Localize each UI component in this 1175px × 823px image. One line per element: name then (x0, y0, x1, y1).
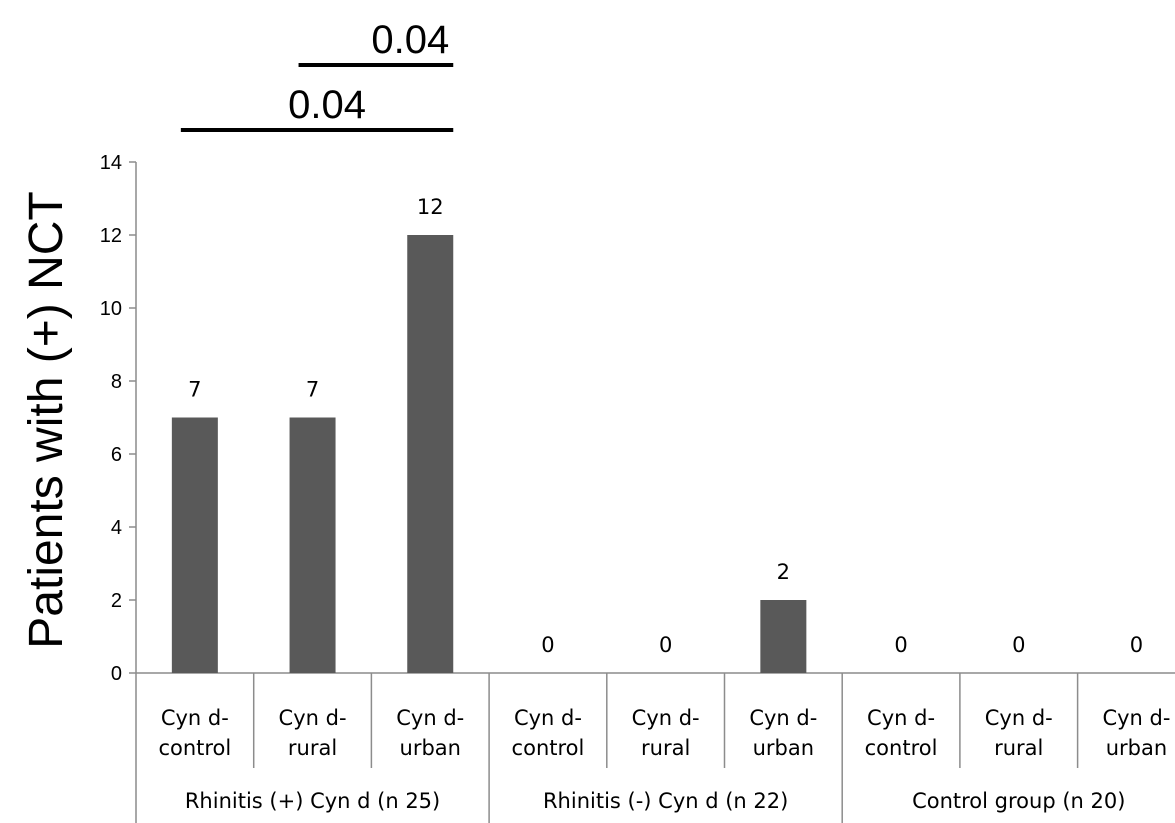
group-label: Rhinitis (+) Cyn d (n 25) (185, 789, 440, 813)
category-label-line2: rural (994, 736, 1043, 760)
y-tick-label: 4 (111, 517, 122, 539)
bars (171, 235, 807, 673)
y-tick-label: 0 (111, 663, 122, 685)
category-label-line2: urban (1106, 736, 1167, 760)
y-tick-label: 2 (111, 590, 122, 612)
category-label-line1: Cyn d- (279, 706, 347, 730)
category-label-line1: Cyn d- (1102, 706, 1170, 730)
category-label-line1: Cyn d- (161, 706, 229, 730)
data-label: 2 (777, 560, 790, 584)
significance-label: 0.04 (371, 18, 449, 62)
bar (407, 235, 454, 673)
data-label: 0 (1130, 633, 1143, 657)
data-label: 7 (306, 378, 319, 402)
category-label-line1: Cyn d- (985, 706, 1053, 730)
data-label: 0 (541, 633, 554, 657)
group-label: Rhinitis (-) Cyn d (n 22) (543, 789, 788, 813)
significance-brackets: 0.040.04 (180, 18, 454, 132)
bar (760, 600, 807, 673)
group-label: Control group (n 20) (912, 789, 1125, 813)
data-label: 0 (894, 633, 907, 657)
bar (289, 417, 336, 673)
y-tick-label: 6 (111, 444, 122, 466)
data-label: 0 (1012, 633, 1025, 657)
category-label-line2: control (158, 736, 231, 760)
data-label: 12 (417, 195, 444, 219)
bar (171, 417, 218, 673)
category-label-line1: Cyn d- (749, 706, 817, 730)
data-labels: 7 7 12 0 0 2 0 0 0 (188, 195, 1143, 657)
category-label-line2: urban (753, 736, 814, 760)
y-tick-label: 8 (111, 371, 122, 393)
category-label-line1: Cyn d- (867, 706, 935, 730)
category-label-line1: Cyn d- (632, 706, 700, 730)
category-axis: Cyn d-control Cyn d-rural Cyn d-urban Rhini… (158, 673, 1170, 823)
category-label-line2: control (512, 736, 585, 760)
category-label-line2: rural (288, 736, 337, 760)
y-tick-label: 14 (100, 152, 122, 174)
y-tick-label: 12 (100, 225, 122, 247)
category-label-line1: Cyn d- (514, 706, 582, 730)
y-tick-label: 10 (100, 298, 122, 320)
significance-label: 0.04 (288, 83, 366, 127)
y-axis-label: Patients with (+) NCT (20, 191, 73, 648)
category-label-line2: urban (400, 736, 461, 760)
category-label-line1: Cyn d- (396, 706, 464, 730)
category-label-line2: rural (641, 736, 690, 760)
data-label: 7 (188, 378, 201, 402)
category-label-line2: control (865, 736, 938, 760)
data-label: 0 (659, 633, 672, 657)
